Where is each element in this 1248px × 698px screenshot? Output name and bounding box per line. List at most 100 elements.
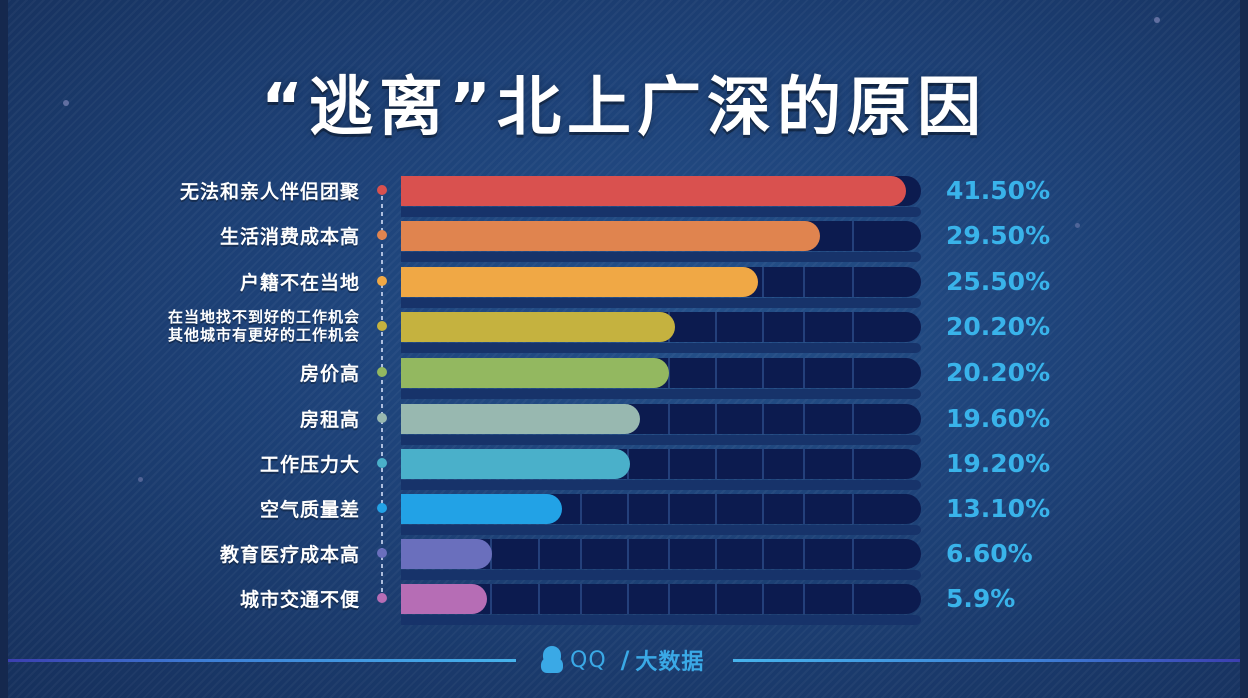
bar-fill: [401, 449, 630, 479]
bar-fill: [401, 539, 492, 569]
bar-fill: [401, 221, 820, 251]
bar-row: 教育医疗成本高 6.60%: [0, 537, 1248, 581]
bar-fill: [401, 404, 640, 434]
bar-shadow: [401, 570, 921, 580]
bullet-dot-icon: [377, 185, 387, 195]
gridline: [762, 267, 764, 297]
gridline: [762, 404, 764, 434]
chart-title: “逃离”北上广深的原因: [260, 71, 988, 145]
bar-label: 无法和亲人伴侣团聚: [179, 180, 360, 203]
footer-divider-right: [733, 659, 1240, 662]
gridline: [580, 584, 582, 614]
gridline: [627, 539, 629, 569]
bar-row: 在当地找不到好的工作机会 其他城市有更好的工作机会 20.20%: [0, 308, 1248, 354]
gridline: [715, 494, 717, 524]
bar-label: 教育医疗成本高: [219, 543, 360, 566]
gridline: [580, 539, 582, 569]
bar-label: 空气质量差: [259, 498, 360, 521]
gridline: [668, 404, 670, 434]
bullet-dot-icon: [377, 321, 387, 331]
bar-row: 房租高 19.60%: [0, 402, 1248, 446]
bar-fill: [401, 584, 487, 614]
bar-shadow: [401, 525, 921, 535]
gridline: [715, 449, 717, 479]
bar-fill: [401, 176, 906, 206]
qq-penguin-icon: [540, 646, 564, 674]
qq-label: QQ: [570, 647, 607, 673]
gridline: [715, 358, 717, 388]
gridline: [668, 539, 670, 569]
bar-row: 生活消费成本高 29.50%: [0, 219, 1248, 263]
gridline: [762, 312, 764, 342]
gridline: [762, 539, 764, 569]
gridline: [627, 494, 629, 524]
gridline: [762, 358, 764, 388]
gridline: [668, 494, 670, 524]
gridline: [538, 539, 540, 569]
gridline: [715, 539, 717, 569]
bar-shadow: [401, 389, 921, 399]
bar-value: 5.9%: [946, 583, 1016, 613]
bullet-dot-icon: [377, 548, 387, 558]
gridline: [538, 584, 540, 614]
bar-value: 13.10%: [946, 493, 1051, 523]
bar-label: 房租高: [299, 408, 360, 431]
bar-fill: [401, 267, 758, 297]
bar-shadow: [401, 615, 921, 625]
bar-track: [401, 312, 921, 342]
gridline: [803, 584, 805, 614]
gridline: [627, 584, 629, 614]
gridline: [668, 584, 670, 614]
bar-value: 6.60%: [946, 538, 1033, 568]
gridline: [668, 358, 670, 388]
gridline: [762, 584, 764, 614]
gridline: [762, 449, 764, 479]
star-decoration: [1075, 223, 1080, 228]
bar-fill: [401, 358, 669, 388]
bar-label: 在当地找不到好的工作机会 其他城市有更好的工作机会: [168, 308, 360, 344]
bar-shadow: [401, 298, 921, 308]
bar-row: 城市交通不便 5.9%: [0, 582, 1248, 626]
bar-value: 29.50%: [946, 220, 1051, 250]
bullet-dot-icon: [377, 230, 387, 240]
footer-slash: /: [620, 646, 630, 674]
gridline: [803, 312, 805, 342]
bar-track: [401, 494, 921, 524]
gridline: [852, 584, 854, 614]
left-edge: [0, 0, 8, 698]
right-edge: [1240, 0, 1248, 698]
bar-track: [401, 539, 921, 569]
gridline: [852, 494, 854, 524]
bar-row: 房价高 20.20%: [0, 356, 1248, 400]
gridline: [852, 221, 854, 251]
bar-fill: [401, 494, 562, 524]
bar-track: [401, 449, 921, 479]
bar-row: 户籍不在当地 25.50%: [0, 265, 1248, 309]
gridline: [762, 494, 764, 524]
bar-track: [401, 221, 921, 251]
bar-row: 空气质量差 13.10%: [0, 492, 1248, 536]
bar-label: 生活消费成本高: [219, 225, 360, 248]
bar-track: [401, 267, 921, 297]
bar-value: 19.60%: [946, 403, 1051, 433]
star-decoration: [1154, 17, 1160, 23]
gridline: [852, 267, 854, 297]
gridline: [852, 539, 854, 569]
bullet-dot-icon: [377, 276, 387, 286]
gridline: [803, 404, 805, 434]
gridline: [668, 449, 670, 479]
gridline: [715, 404, 717, 434]
footer-divider-left: [8, 659, 516, 662]
gridline: [715, 312, 717, 342]
bar-label: 城市交通不便: [239, 588, 360, 611]
gridline: [852, 404, 854, 434]
bar-shadow: [401, 480, 921, 490]
bar-label-line: 在当地找不到好的工作机会: [167, 308, 360, 326]
star-decoration: [138, 477, 143, 482]
bullet-dot-icon: [377, 413, 387, 423]
gridline: [803, 539, 805, 569]
bar-track: [401, 358, 921, 388]
timeline-dashed-line: [381, 196, 383, 600]
gridline: [852, 358, 854, 388]
bar-track: [401, 584, 921, 614]
